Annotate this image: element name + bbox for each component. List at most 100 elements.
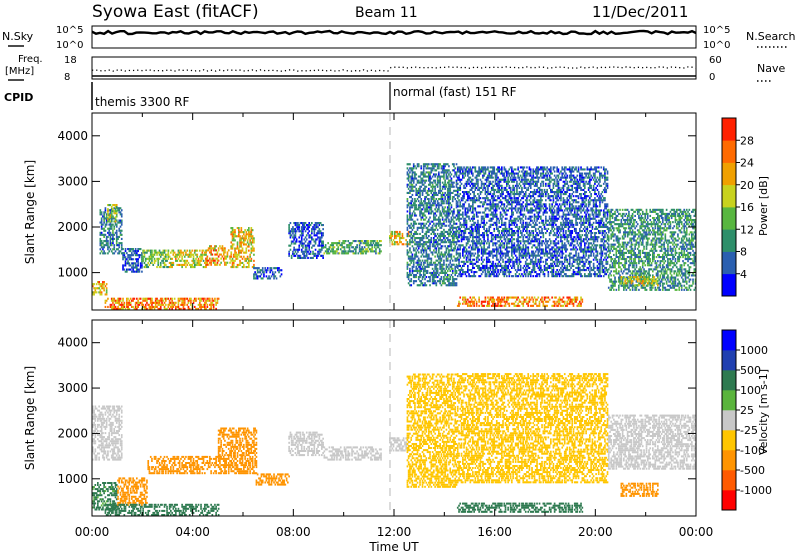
range-cell (118, 227, 121, 230)
range-cell (449, 212, 452, 215)
range-cell (112, 307, 114, 310)
range-cell (507, 176, 509, 179)
range-cell (497, 269, 499, 272)
range-cell (489, 264, 492, 267)
range-cell (472, 174, 474, 177)
range-cell (477, 266, 479, 269)
range-cell (435, 193, 438, 196)
range-cell (309, 242, 312, 245)
range-cell (200, 297, 202, 300)
range-cell (454, 267, 457, 270)
range-cell (501, 207, 503, 210)
range-cell (206, 259, 209, 262)
range-cell (289, 222, 292, 225)
range-cell (431, 169, 434, 172)
range-cell (441, 175, 444, 178)
range-cell (410, 222, 413, 225)
range-cell (353, 248, 356, 251)
range-cell (508, 225, 511, 228)
range-cell (159, 307, 162, 310)
range-cell (431, 276, 434, 279)
range-cell (131, 254, 133, 257)
range-cell (93, 291, 95, 294)
range-cell (451, 228, 454, 231)
range-cell (165, 257, 167, 260)
range-cell (415, 183, 418, 186)
range-cell (433, 249, 435, 252)
range-cell (422, 214, 425, 217)
range-cell (410, 216, 413, 219)
range-cell (177, 303, 180, 306)
range-cell (469, 234, 472, 237)
range-cell (482, 271, 484, 274)
range-cell (305, 250, 308, 253)
range-cell (231, 235, 234, 238)
range-cell (493, 242, 496, 245)
range-cell (207, 259, 210, 262)
range-cell (472, 264, 474, 267)
range-cell (487, 184, 489, 187)
range-cell (448, 202, 450, 205)
range-cell (517, 215, 519, 218)
range-cell (513, 244, 516, 247)
range-cell (485, 260, 488, 263)
range-cell (342, 250, 345, 253)
range-cell (114, 223, 117, 226)
range-cell (190, 251, 192, 254)
range-cell (445, 284, 448, 287)
range-cell (206, 263, 209, 266)
range-cell (482, 234, 484, 237)
range-cell (268, 277, 270, 280)
range-cell (299, 256, 302, 259)
range-cell (412, 249, 415, 252)
range-cell (199, 303, 201, 306)
range-cell (498, 244, 501, 247)
range-cell (248, 245, 250, 248)
range-cell (312, 238, 314, 241)
range-cell (467, 182, 469, 185)
range-cell (463, 221, 465, 224)
range-cell (581, 300, 584, 303)
range-cell (473, 296, 475, 299)
range-cell (419, 232, 421, 235)
range-cell (99, 289, 102, 292)
range-cell (428, 210, 430, 213)
range-cell (473, 213, 475, 216)
range-cell (475, 230, 478, 233)
range-cell (428, 239, 430, 242)
range-cell (426, 198, 429, 201)
range-cell (412, 269, 415, 272)
range-cell (424, 218, 426, 221)
range-cell (519, 191, 522, 194)
range-cell (202, 249, 205, 252)
range-cell (489, 213, 492, 216)
range-cell (107, 240, 109, 243)
range-cell (378, 244, 381, 247)
range-cell (485, 264, 488, 267)
range-cell (488, 258, 491, 261)
range-cell (112, 235, 114, 238)
range-cell (250, 241, 253, 244)
range-cell (444, 239, 446, 242)
range-cell (401, 232, 404, 235)
range-cell (498, 300, 501, 303)
range-cell (475, 246, 478, 249)
range-cell (446, 257, 449, 260)
range-cell (416, 249, 419, 252)
range-cell (202, 297, 205, 300)
range-cell (128, 268, 131, 271)
range-cell (519, 300, 522, 303)
range-cell (341, 244, 343, 247)
range-cell (175, 305, 177, 308)
range-cell (151, 297, 153, 300)
range-cell (478, 258, 480, 261)
range-cell (441, 253, 444, 256)
range-cell (424, 247, 426, 250)
range-cell (516, 172, 518, 175)
range-cell (129, 256, 132, 259)
range-cell (501, 296, 503, 299)
range-cell (563, 302, 566, 305)
range-cell (567, 296, 570, 299)
range-cell (513, 242, 516, 245)
range-cell (522, 275, 525, 278)
